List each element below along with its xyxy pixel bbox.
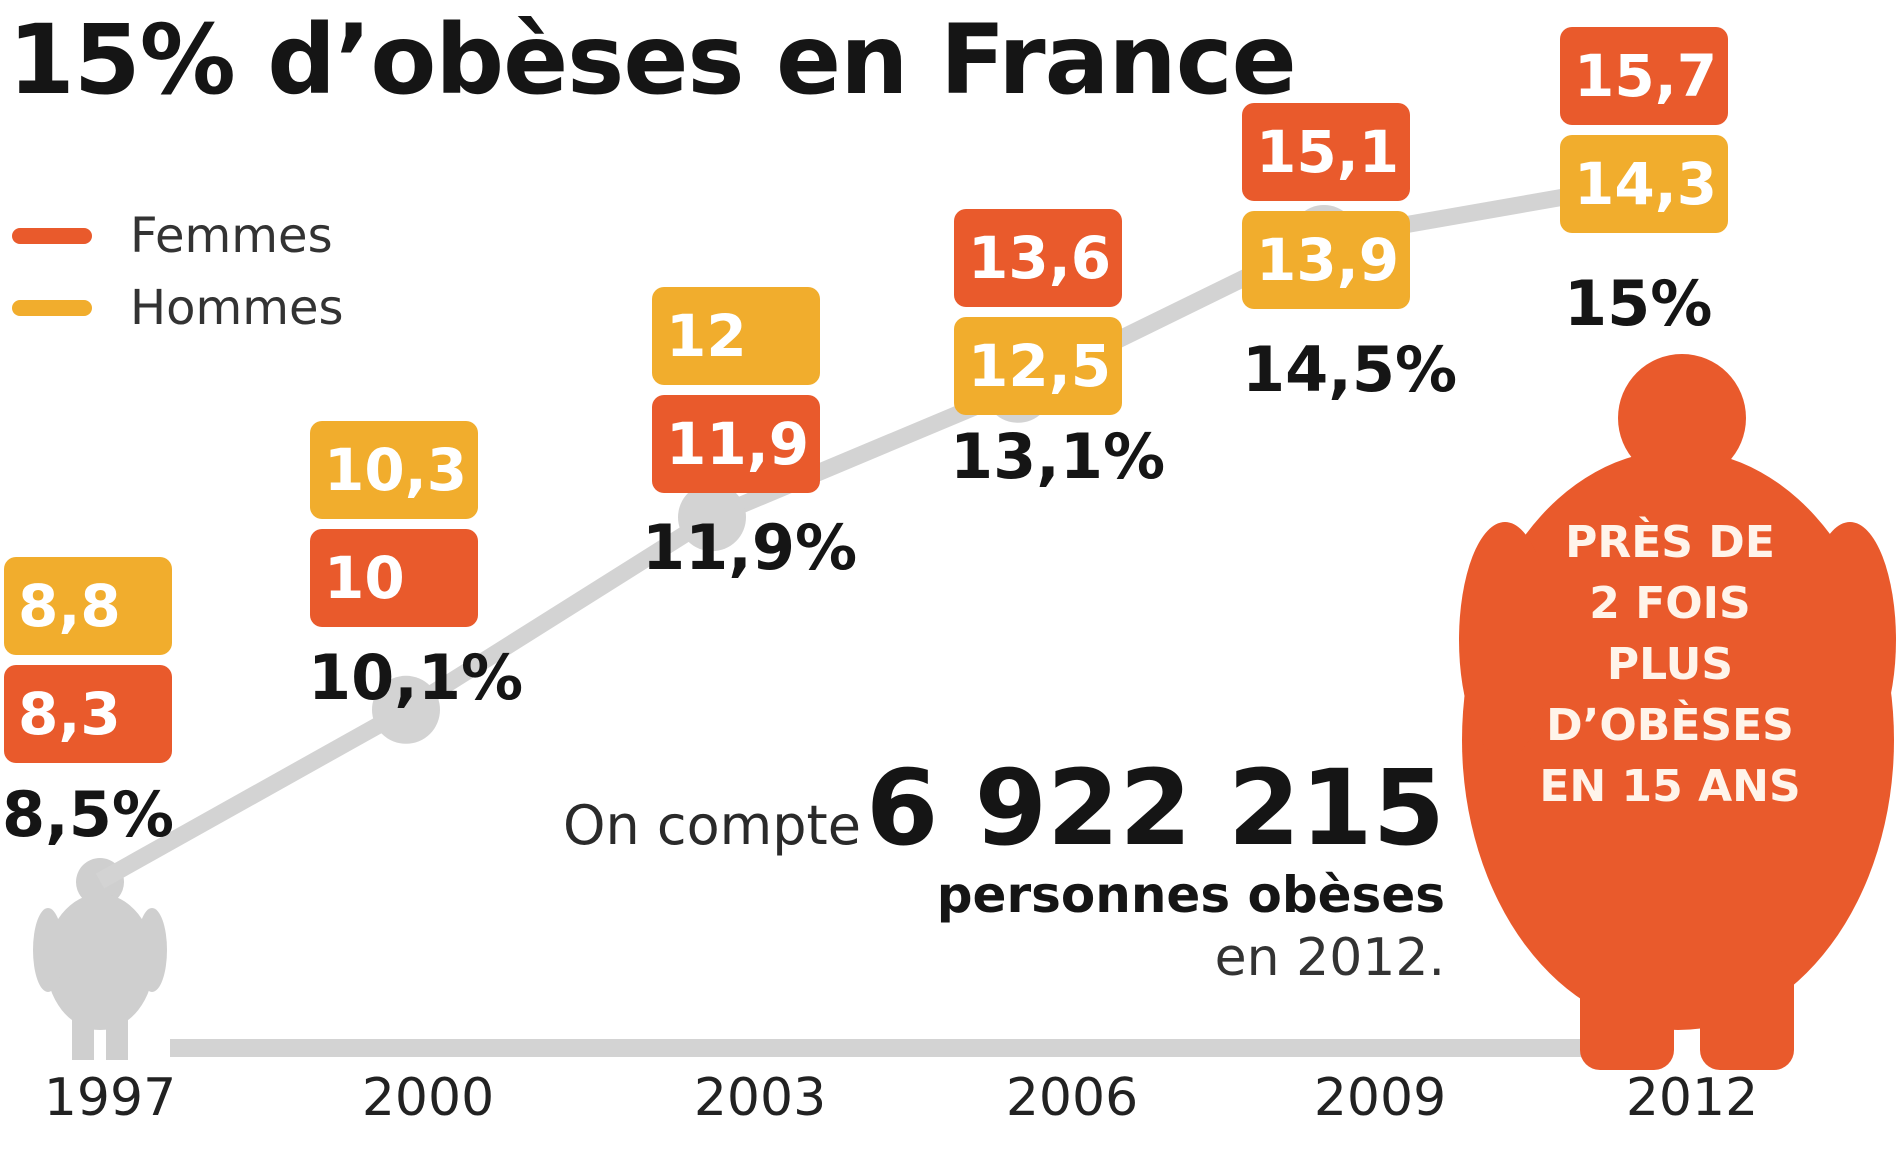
callout-line: en 15 ans <box>1539 761 1801 812</box>
legend-label-hommes: Hommes <box>130 280 344 336</box>
femmes-value-badge: 15,7 <box>1560 27 1728 125</box>
x-tick-label: 1997 <box>43 1068 177 1128</box>
hommes-value-badge: 12 <box>652 287 820 385</box>
femmes-value-badge: 8,3 <box>4 665 172 763</box>
chart-title: 15% d’obèses en France <box>8 4 1297 116</box>
x-tick-label: 2000 <box>361 1068 495 1128</box>
data-point-marker <box>678 483 746 552</box>
total-value-label: 10,1% <box>308 641 524 714</box>
legend-swatch-hommes <box>12 300 92 316</box>
x-tick-label: 2003 <box>693 1068 827 1128</box>
annotation-prefix: On compte <box>563 794 861 857</box>
x-tick-label: 2009 <box>1313 1068 1447 1128</box>
legend: Femmes Hommes <box>12 200 344 344</box>
data-point-marker <box>372 675 440 744</box>
annotation-line3: en 2012. <box>1214 928 1445 988</box>
x-tick-label: 2012 <box>1625 1068 1759 1128</box>
large-person-silhouette <box>1459 354 1896 1070</box>
obese-count-annotation: On compte 6 922 215 personnes obèses en … <box>563 756 1445 988</box>
callout-line: d’obèses <box>1546 700 1794 751</box>
total-value-label: 8,5% <box>2 778 174 851</box>
x-tick-label: 2006 <box>1005 1068 1139 1128</box>
annotation-line2: personnes obèses <box>936 866 1445 924</box>
callout-line: Près de <box>1565 517 1775 568</box>
annotation-number: 6 922 215 <box>866 747 1445 869</box>
hommes-value-badge: 8,8 <box>4 557 172 655</box>
total-value-label: 13,1% <box>950 420 1166 493</box>
femmes-value-badge: 13,6 <box>954 209 1122 307</box>
hommes-value-badge: 13,9 <box>1242 211 1410 309</box>
hommes-value-badge: 14,3 <box>1560 135 1728 233</box>
callout-line: plus <box>1606 639 1734 690</box>
hommes-value-badge: 10,3 <box>310 421 478 519</box>
hommes-value-badge: 12,5 <box>954 317 1122 415</box>
total-value-label: 15% <box>1564 267 1713 340</box>
annotation-line1: On compte 6 922 215 <box>563 756 1445 860</box>
legend-item-femmes: Femmes <box>12 200 344 272</box>
baseline-axis <box>170 1039 1670 1057</box>
femmes-value-badge: 11,9 <box>652 395 820 493</box>
legend-label-femmes: Femmes <box>130 208 333 264</box>
silhouette-callout: Près de 2 fois plus d’obèses en 15 ans <box>1520 512 1820 817</box>
small-person-silhouette <box>33 858 167 1060</box>
femmes-value-badge: 15,1 <box>1242 103 1410 201</box>
femmes-value-badge: 10 <box>310 529 478 627</box>
total-value-label: 14,5% <box>1242 333 1458 406</box>
total-value-label: 11,9% <box>642 511 858 584</box>
legend-swatch-femmes <box>12 228 92 244</box>
callout-line: 2 fois <box>1589 578 1751 629</box>
legend-item-hommes: Hommes <box>12 272 344 344</box>
